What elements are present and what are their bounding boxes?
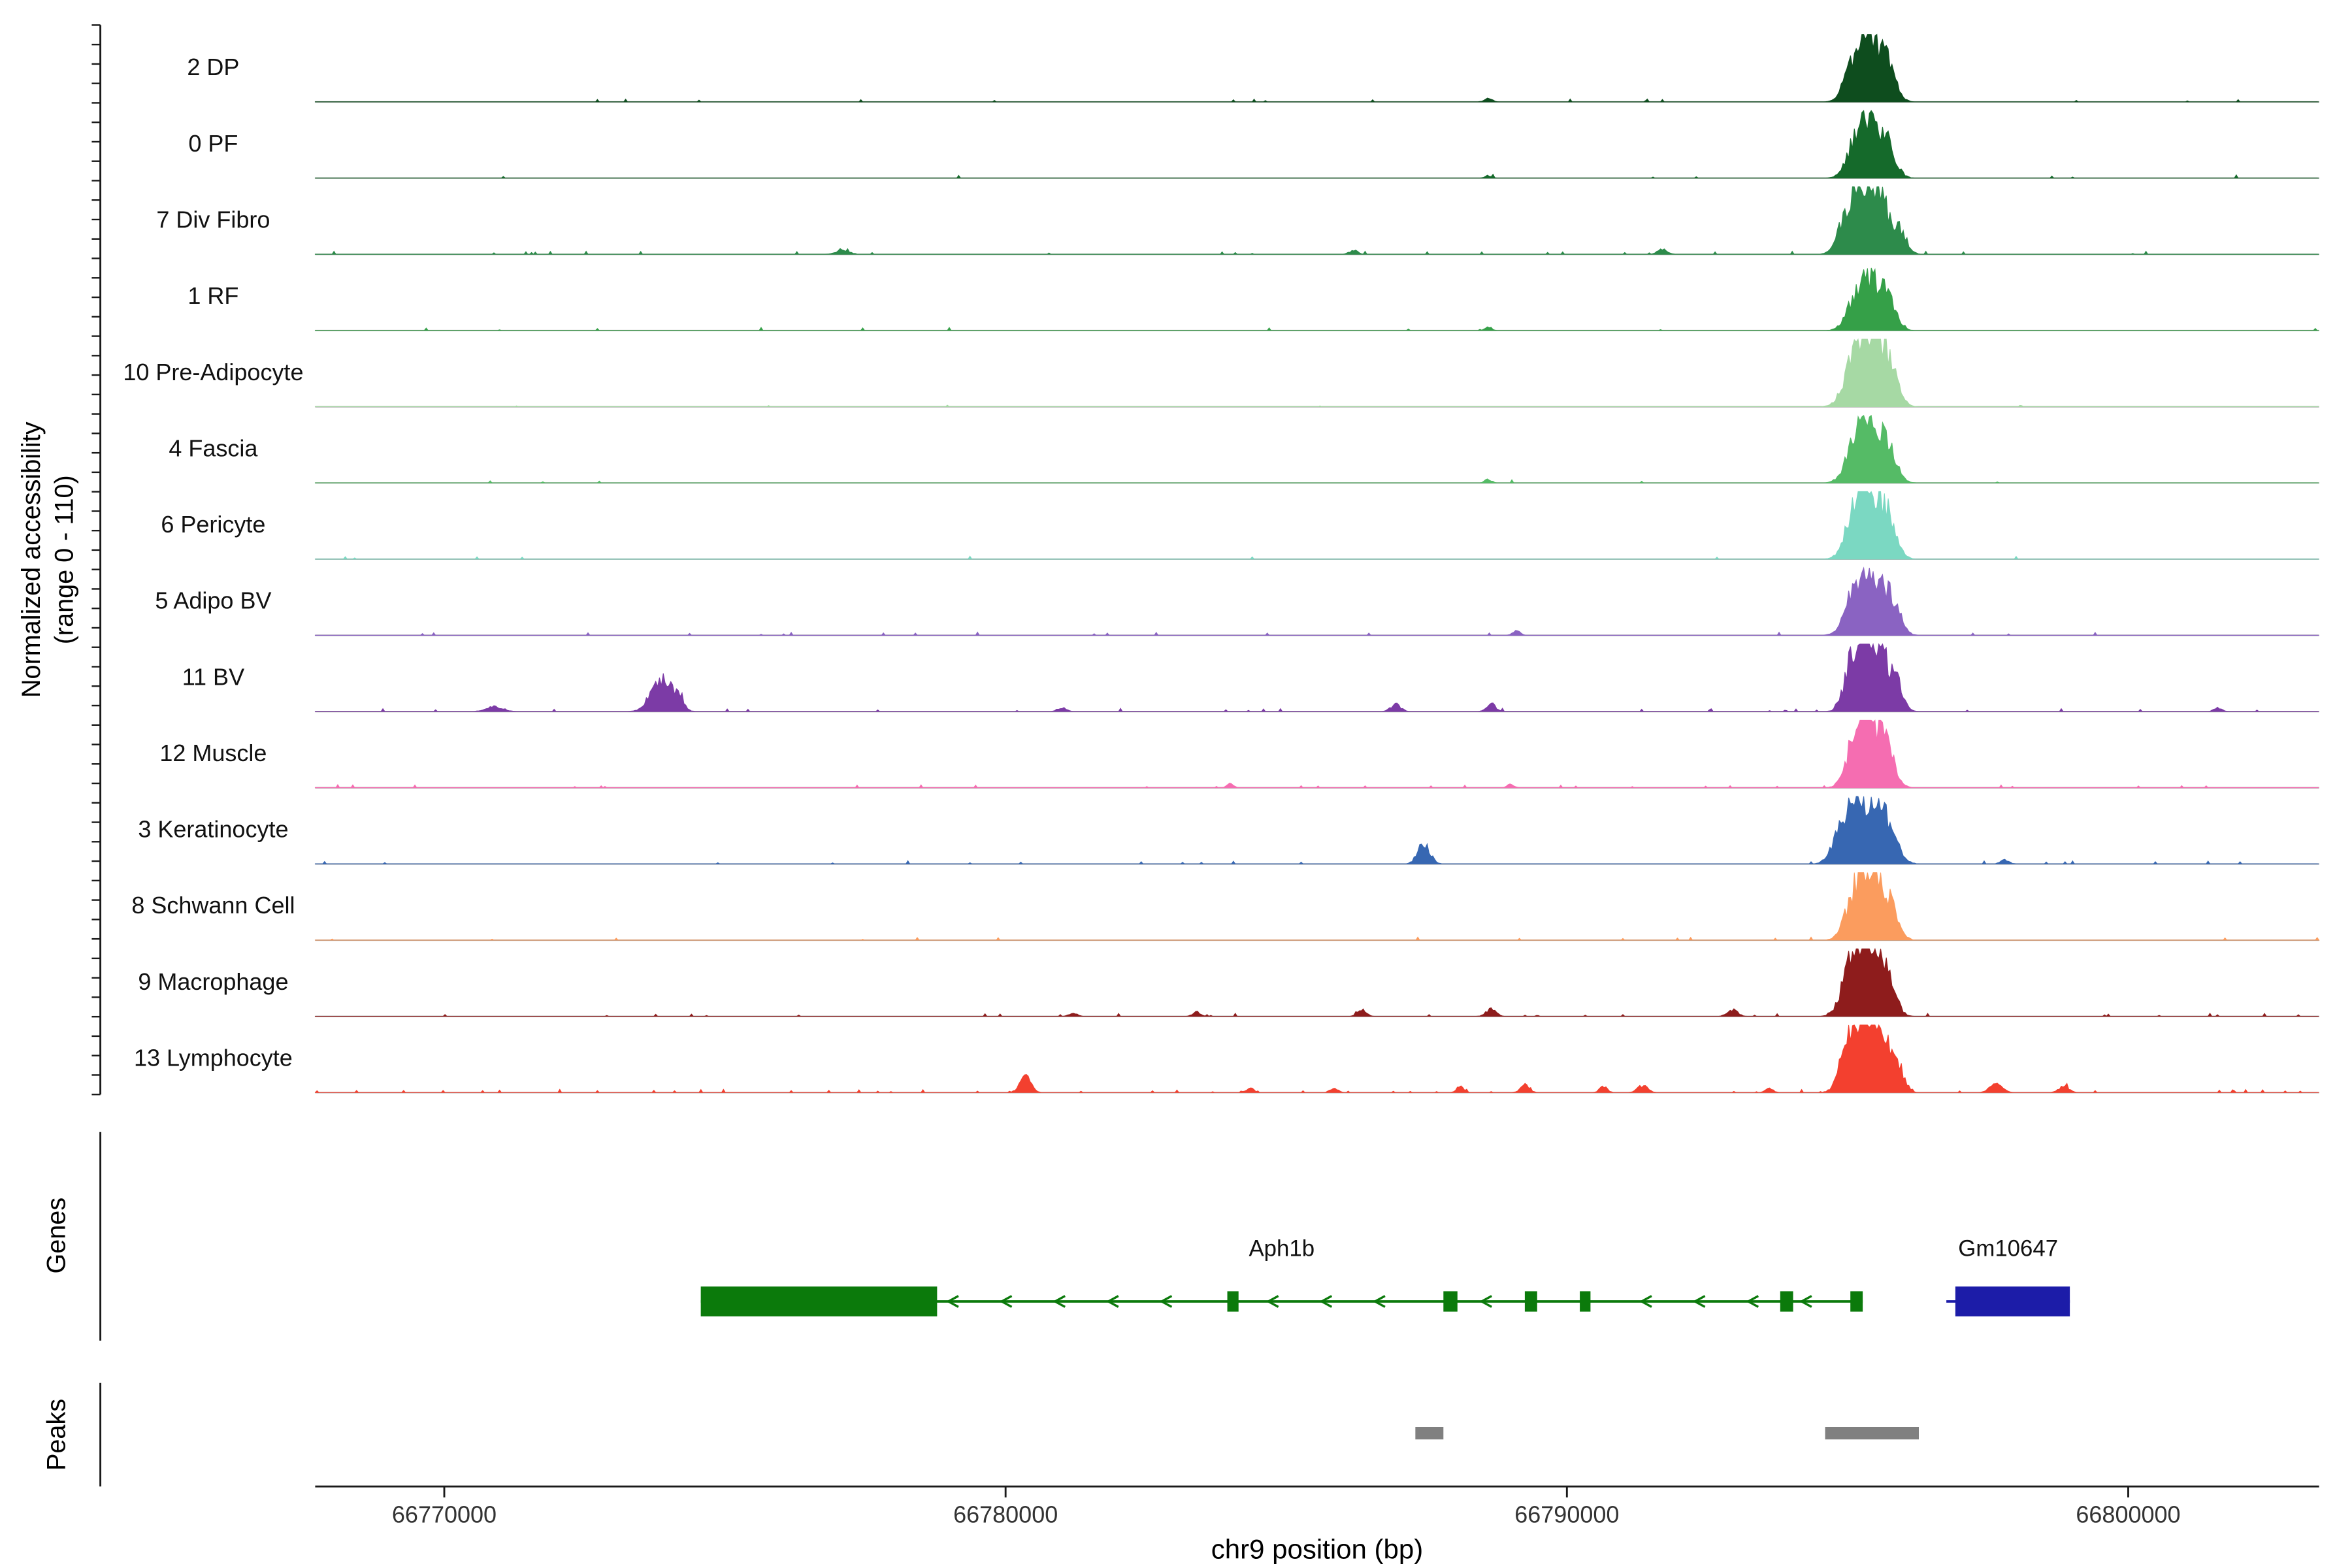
coverage-signal — [314, 267, 2319, 331]
track-row-0-pf: 0 PF — [188, 110, 2319, 179]
coverage-signal — [314, 872, 2320, 941]
strand-arrow-icon — [1159, 1295, 1173, 1308]
x-axis-title: chr9 position (bp) — [1211, 1534, 1424, 1565]
x-axis-tick-label: 66780000 — [953, 1501, 1058, 1527]
coverage-signal — [314, 1024, 2319, 1093]
track-label: 5 Adipo BV — [155, 587, 271, 614]
y-axis-label-line2: (range 0 - 110) — [50, 475, 78, 644]
peaks-section-label: Peaks — [42, 1399, 71, 1471]
track-row-10-pre-adipocyte: 10 Pre-Adipocyte — [123, 338, 2319, 408]
track-label: 2 DP — [187, 54, 239, 80]
track-label: 9 Macrophage — [138, 968, 288, 995]
gene-name-label: Gm10647 — [1958, 1235, 2058, 1261]
peaks-track — [1415, 1427, 1919, 1440]
coverage-signal — [314, 491, 2319, 560]
gene-exon — [1443, 1291, 1458, 1312]
gene-exon — [1524, 1291, 1537, 1312]
strand-arrow-icon — [1479, 1295, 1492, 1308]
strand-arrow-icon — [1799, 1295, 1812, 1308]
track-label: 7 Div Fibro — [156, 206, 270, 233]
x-axis-tick-label: 66770000 — [392, 1501, 497, 1527]
strand-arrow-icon — [1266, 1295, 1279, 1308]
track-label: 12 Muscle — [159, 740, 267, 766]
strand-arrow-icon — [1639, 1295, 1652, 1308]
gene-aph1b: Aph1b — [700, 1235, 1863, 1316]
genes-section-label: Genes — [42, 1198, 71, 1274]
strand-arrow-icon — [1373, 1295, 1386, 1308]
peak-region — [1825, 1427, 1919, 1440]
plot-content: 2 DP 0 PF 7 Div Fibro 1 RF 10 Pre-Adipocyte 4… — [91, 24, 2320, 1527]
coverage-signal — [314, 33, 2319, 103]
track-label: 1 RF — [188, 282, 238, 309]
coverage-signal — [314, 186, 2319, 255]
coverage-signal — [314, 110, 2319, 179]
track-label: 11 BV — [182, 663, 244, 690]
track-label: 3 Keratinocyte — [138, 816, 288, 843]
strand-arrow-icon — [1105, 1295, 1119, 1308]
track-label: 0 PF — [188, 130, 238, 157]
strand-arrow-icon — [1053, 1295, 1066, 1308]
track-row-3-keratinocyte: 3 Keratinocyte — [138, 796, 2319, 865]
track-label: 8 Schwann Cell — [131, 892, 295, 919]
coverage-signal — [314, 796, 2319, 864]
gene-gm10647: Gm10647 — [1946, 1235, 2070, 1316]
track-row-8-schwann-cell: 8 Schwann Cell — [131, 872, 2320, 941]
coverage-signal — [314, 643, 2319, 712]
coverage-signal — [314, 719, 2319, 789]
gene-exon — [1850, 1291, 1863, 1312]
track-row-12-muscle: 12 Muscle — [159, 719, 2319, 789]
coverage-signal — [314, 566, 2319, 636]
track-label: 10 Pre-Adipocyte — [123, 359, 303, 385]
coverage-signal — [314, 338, 2319, 408]
x-axis-tick-label: 66790000 — [1514, 1501, 1619, 1527]
x-axis-tick-label: 66800000 — [2076, 1501, 2180, 1527]
x-axis: 66770000 66780000 66790000 66800000 — [315, 1485, 2319, 1527]
y-axis-label-line1: Normalized accessibility — [17, 421, 46, 698]
track-row-2-dp: 2 DP — [187, 33, 2319, 103]
strand-arrow-icon — [999, 1295, 1013, 1308]
left-section-axes — [91, 24, 102, 1487]
track-row-11-bv: 11 BV — [182, 643, 2319, 713]
gene-name-label: Aph1b — [1249, 1235, 1315, 1261]
track-row-9-macrophage: 9 Macrophage — [138, 947, 2319, 1017]
strand-arrow-icon — [1746, 1295, 1759, 1308]
coverage-signal — [314, 414, 2319, 483]
track-label: 4 Fascia — [169, 434, 258, 461]
track-row-4-fascia: 4 Fascia — [169, 414, 2319, 484]
strand-arrow-icon — [1692, 1295, 1706, 1308]
gene-thick-box — [1955, 1286, 2070, 1316]
track-row-13-lymphocyte: 13 Lymphocyte — [134, 1024, 2319, 1094]
track-label: 13 Lymphocyte — [134, 1045, 293, 1071]
track-row-1-rf: 1 RF — [188, 267, 2319, 332]
track-row-5-adipo-bv: 5 Adipo BV — [155, 566, 2319, 636]
gene-exon — [1780, 1291, 1793, 1312]
track-row-6-pericyte: 6 Pericyte — [161, 491, 2319, 560]
gene-exon — [1227, 1291, 1239, 1312]
gene-exon — [1580, 1291, 1591, 1312]
gene-thick-box — [700, 1286, 938, 1316]
strand-arrow-icon — [1319, 1295, 1333, 1308]
peak-region — [1415, 1427, 1444, 1440]
track-label: 6 Pericyte — [161, 511, 265, 538]
coverage-signal — [314, 947, 2319, 1017]
strand-arrow-icon — [946, 1295, 959, 1308]
track-row-7-div-fibro: 7 Div Fibro — [156, 186, 2319, 255]
